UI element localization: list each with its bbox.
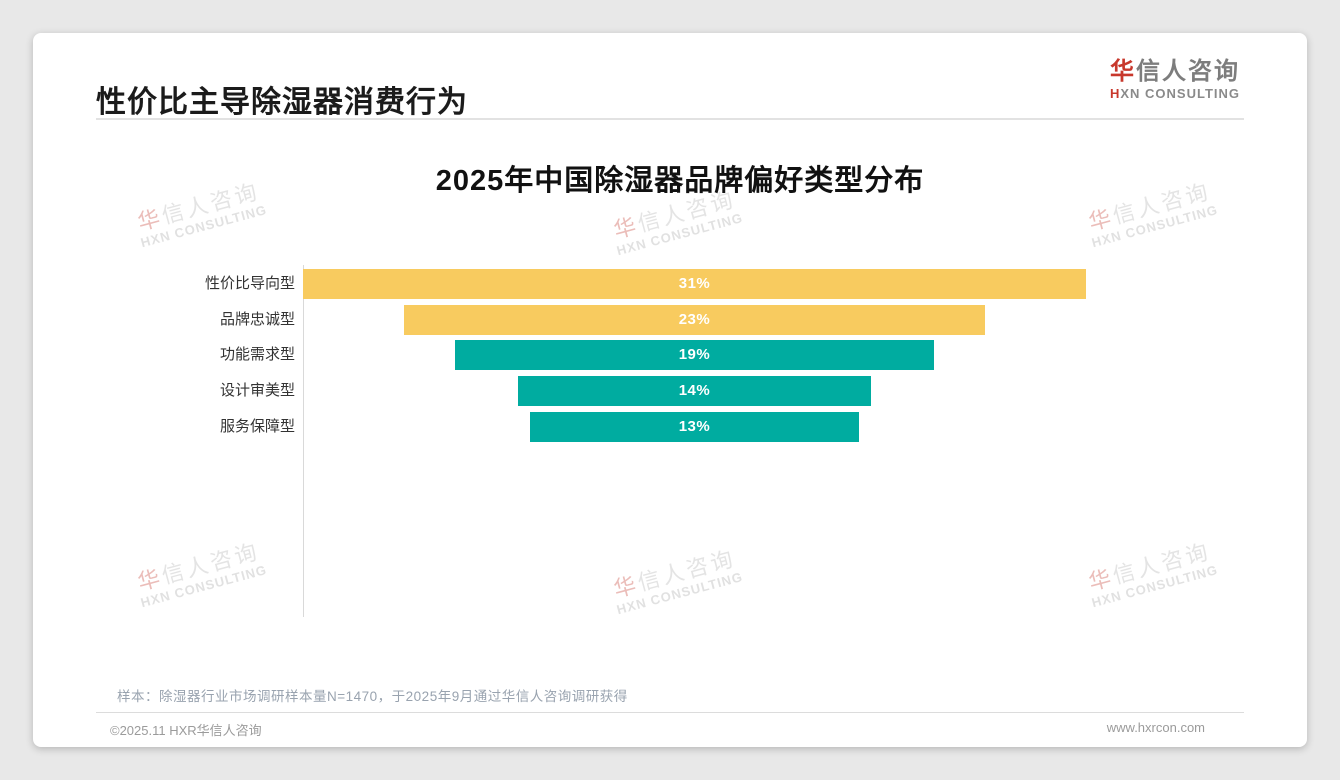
logo-chinese-text: 华信人咨询	[1110, 58, 1240, 85]
chart-bar: 14%	[517, 376, 872, 407]
category-label: 品牌忠诚型	[219, 310, 295, 328]
logo-english-text: HXN CONSULTING	[1110, 87, 1240, 101]
chart-bar: 19%	[454, 340, 935, 371]
logo-en-gray-chars: XN CONSULTING	[1120, 86, 1240, 102]
bar-value-label: 19%	[678, 346, 711, 364]
company-logo: 华信人咨询 HXN CONSULTING	[1110, 58, 1240, 102]
bar-value-label: 13%	[678, 417, 711, 435]
y-axis-line	[303, 265, 304, 617]
website-url: www.hxrcon.com	[1106, 720, 1205, 735]
bar-value-label: 31%	[678, 275, 711, 292]
category-label: 功能需求型	[219, 346, 295, 364]
chart-title: 2025年中国除湿器品牌偏好类型分布	[435, 165, 925, 197]
chart-bar: 13%	[530, 411, 859, 442]
logo-gray-chars: 信人咨询	[1136, 58, 1240, 85]
page-title: 性价比主导除湿器消费行为	[96, 86, 468, 119]
category-label: 性价比导向型	[204, 275, 295, 292]
category-label: 设计审美型	[219, 382, 295, 400]
header-divider	[96, 118, 1244, 120]
bar-value-label: 14%	[678, 382, 711, 400]
chart-bar: 31%	[303, 269, 1086, 299]
slide-card: 华信人咨询 HXN CONSULTING 华信人咨询 HXN CONSULTING 华信…	[33, 33, 1307, 747]
category-label: 服务保障型	[219, 417, 295, 435]
chart-bar: 23%	[404, 304, 985, 335]
bar-chart: 性价比导向型 31% 品牌忠诚型 23% 功能需求型 19% 设计审美型 14% 服务保障型 13…	[33, 265, 1307, 617]
bar-value-label: 23%	[678, 310, 711, 328]
sample-note: 样本：除湿器行业市场调研样本量N=1470，于2025年9月通过华信人咨询调研获…	[117, 689, 628, 704]
logo-red-char: 华	[1110, 58, 1136, 85]
logo-en-red-char: H	[1109, 86, 1121, 102]
footer-divider	[96, 712, 1244, 713]
copyright-text: ©2025.11 HXR华信人咨询	[110, 723, 262, 738]
